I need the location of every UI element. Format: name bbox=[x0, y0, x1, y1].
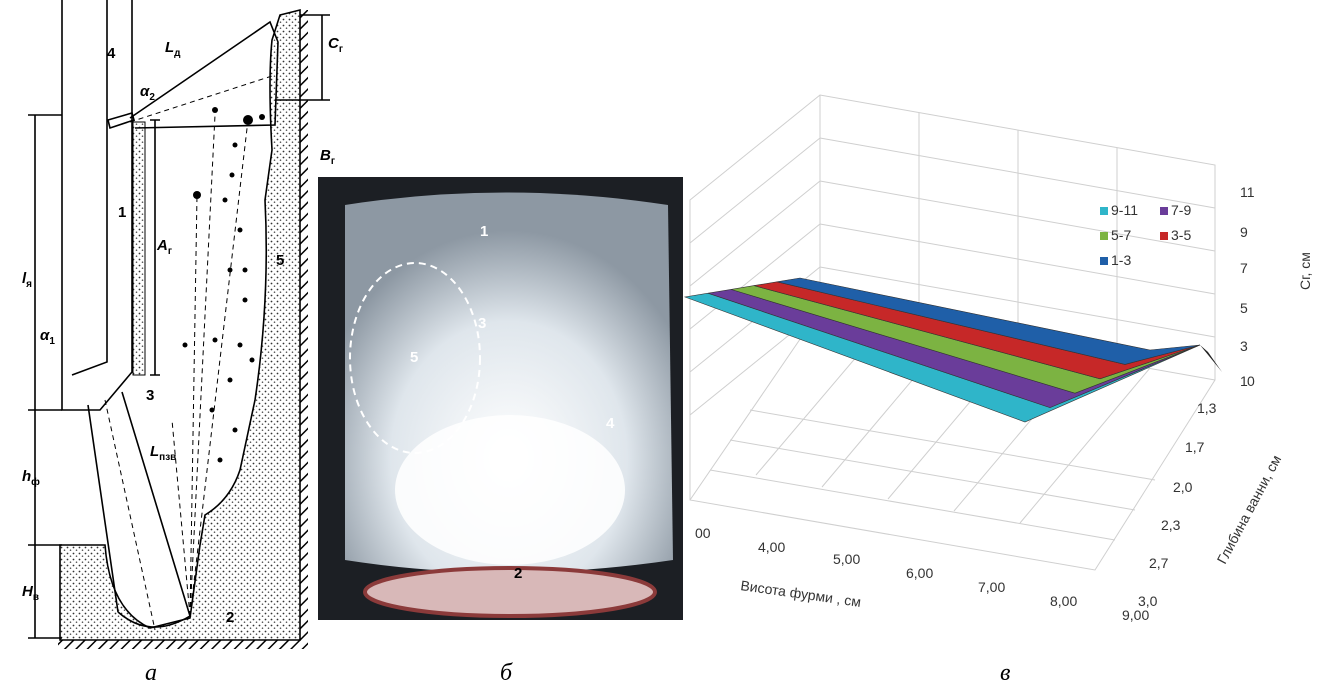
z-tick-label: 3 bbox=[1240, 338, 1248, 354]
label-main: В bbox=[320, 147, 331, 164]
x-tick-label: 8,00 bbox=[1050, 593, 1077, 609]
caption: б bbox=[500, 660, 513, 686]
legend-swatch bbox=[1100, 232, 1108, 240]
label: α2 bbox=[140, 83, 155, 103]
x-axis-title: Висота фурми , см bbox=[740, 577, 863, 610]
label-main: 3 bbox=[146, 387, 154, 404]
z-tick-label: 11 bbox=[1240, 184, 1255, 200]
legend-label: 3-5 bbox=[1171, 227, 1191, 243]
caption: в bbox=[1000, 660, 1010, 686]
label: 2 bbox=[514, 565, 522, 582]
label-main: А bbox=[156, 237, 168, 254]
label: 1 bbox=[118, 204, 126, 221]
label: 5 bbox=[276, 252, 284, 269]
label: hф bbox=[22, 468, 40, 488]
label-main: L bbox=[165, 39, 174, 56]
z-tick-label: 5 bbox=[1240, 300, 1248, 316]
z-tick-label: 7 bbox=[1240, 260, 1248, 276]
surface-tip bbox=[1200, 345, 1222, 372]
label-main: 1 bbox=[480, 223, 488, 240]
x-tick-label: 4,00 bbox=[758, 539, 785, 555]
label-main: 4 bbox=[606, 415, 615, 432]
legend-label: 1-3 bbox=[1111, 252, 1131, 268]
y-tick-label: 3,0 bbox=[1138, 593, 1158, 609]
label: 3 bbox=[478, 315, 486, 332]
y-tick-label: 2,0 bbox=[1173, 479, 1193, 495]
label-sub: г bbox=[339, 44, 343, 55]
label-main: 2 bbox=[514, 565, 522, 582]
label-sub: 2 bbox=[149, 92, 155, 103]
legend-label: 5-7 bbox=[1111, 227, 1131, 243]
z-tick-label: 9 bbox=[1240, 224, 1248, 240]
label: 5 bbox=[410, 349, 418, 366]
caption: а bbox=[145, 660, 157, 686]
x-tick-label: 00 bbox=[695, 525, 711, 541]
label-sub: г bbox=[331, 156, 335, 167]
legend-swatch bbox=[1160, 207, 1168, 215]
x-tick-label: 9,00 bbox=[1122, 607, 1149, 623]
label: 4 bbox=[107, 45, 116, 62]
label-main: α bbox=[140, 83, 150, 100]
label-main: l bbox=[22, 270, 27, 287]
y-tick-label: 2,7 bbox=[1149, 555, 1169, 571]
legend-swatch bbox=[1100, 207, 1108, 215]
label: Lпзв bbox=[150, 443, 176, 463]
legend-swatch bbox=[1160, 232, 1168, 240]
panel-b-photo bbox=[318, 177, 683, 620]
label-main: C bbox=[328, 35, 340, 52]
surface bbox=[683, 277, 1222, 423]
label-sub: пзв bbox=[159, 452, 176, 463]
label: lя bbox=[22, 270, 32, 290]
label-main: 1 bbox=[118, 204, 126, 221]
label: 4 bbox=[606, 415, 615, 432]
x-tick-label: 6,00 bbox=[906, 565, 933, 581]
y-tick-label: 0 bbox=[1247, 373, 1255, 389]
label: Аг bbox=[156, 237, 172, 257]
label-main: 5 bbox=[276, 252, 284, 269]
label-sub: в bbox=[33, 592, 39, 603]
label: Lд bbox=[165, 39, 181, 59]
label-main: α bbox=[40, 327, 50, 344]
y-axis-title: Глибина ванни, см bbox=[1214, 452, 1285, 566]
label-main: 2 bbox=[226, 609, 234, 626]
label: Cг bbox=[328, 35, 343, 55]
label: Вг bbox=[320, 147, 335, 167]
label-main: 3 bbox=[478, 315, 486, 332]
y-tick-label: 1,7 bbox=[1185, 439, 1205, 455]
label-main: 4 bbox=[107, 45, 116, 62]
panel-a-drawing bbox=[28, 0, 330, 649]
label-main: H bbox=[22, 583, 34, 600]
label-sub: г bbox=[168, 246, 172, 257]
label-sub: д bbox=[174, 48, 181, 59]
x-tick-label: 7,00 bbox=[978, 579, 1005, 595]
y-tick-label: 1,3 bbox=[1197, 400, 1217, 416]
surface-band bbox=[776, 277, 1201, 365]
label-sub: 1 bbox=[49, 336, 55, 347]
label-sub: ф bbox=[31, 476, 40, 488]
legend-label: 9-11 bbox=[1111, 202, 1138, 218]
label: α1 bbox=[40, 327, 55, 347]
label: Hв bbox=[22, 583, 39, 603]
label-main: L bbox=[150, 443, 159, 460]
label-main: 5 bbox=[410, 349, 418, 366]
legend-swatch bbox=[1100, 257, 1108, 265]
z-axis-title: Сг, см bbox=[1297, 252, 1313, 290]
x-tick-label: 5,00 bbox=[833, 551, 860, 567]
legend-label: 7-9 bbox=[1171, 202, 1191, 218]
label-main: h bbox=[22, 468, 31, 485]
label: 1 bbox=[480, 223, 488, 240]
y-tick-label: 2,3 bbox=[1161, 517, 1181, 533]
label: 2 bbox=[226, 609, 234, 626]
z-tick-label: 1 bbox=[1240, 373, 1248, 389]
label: 3 bbox=[146, 387, 154, 404]
label-sub: я bbox=[26, 279, 32, 290]
